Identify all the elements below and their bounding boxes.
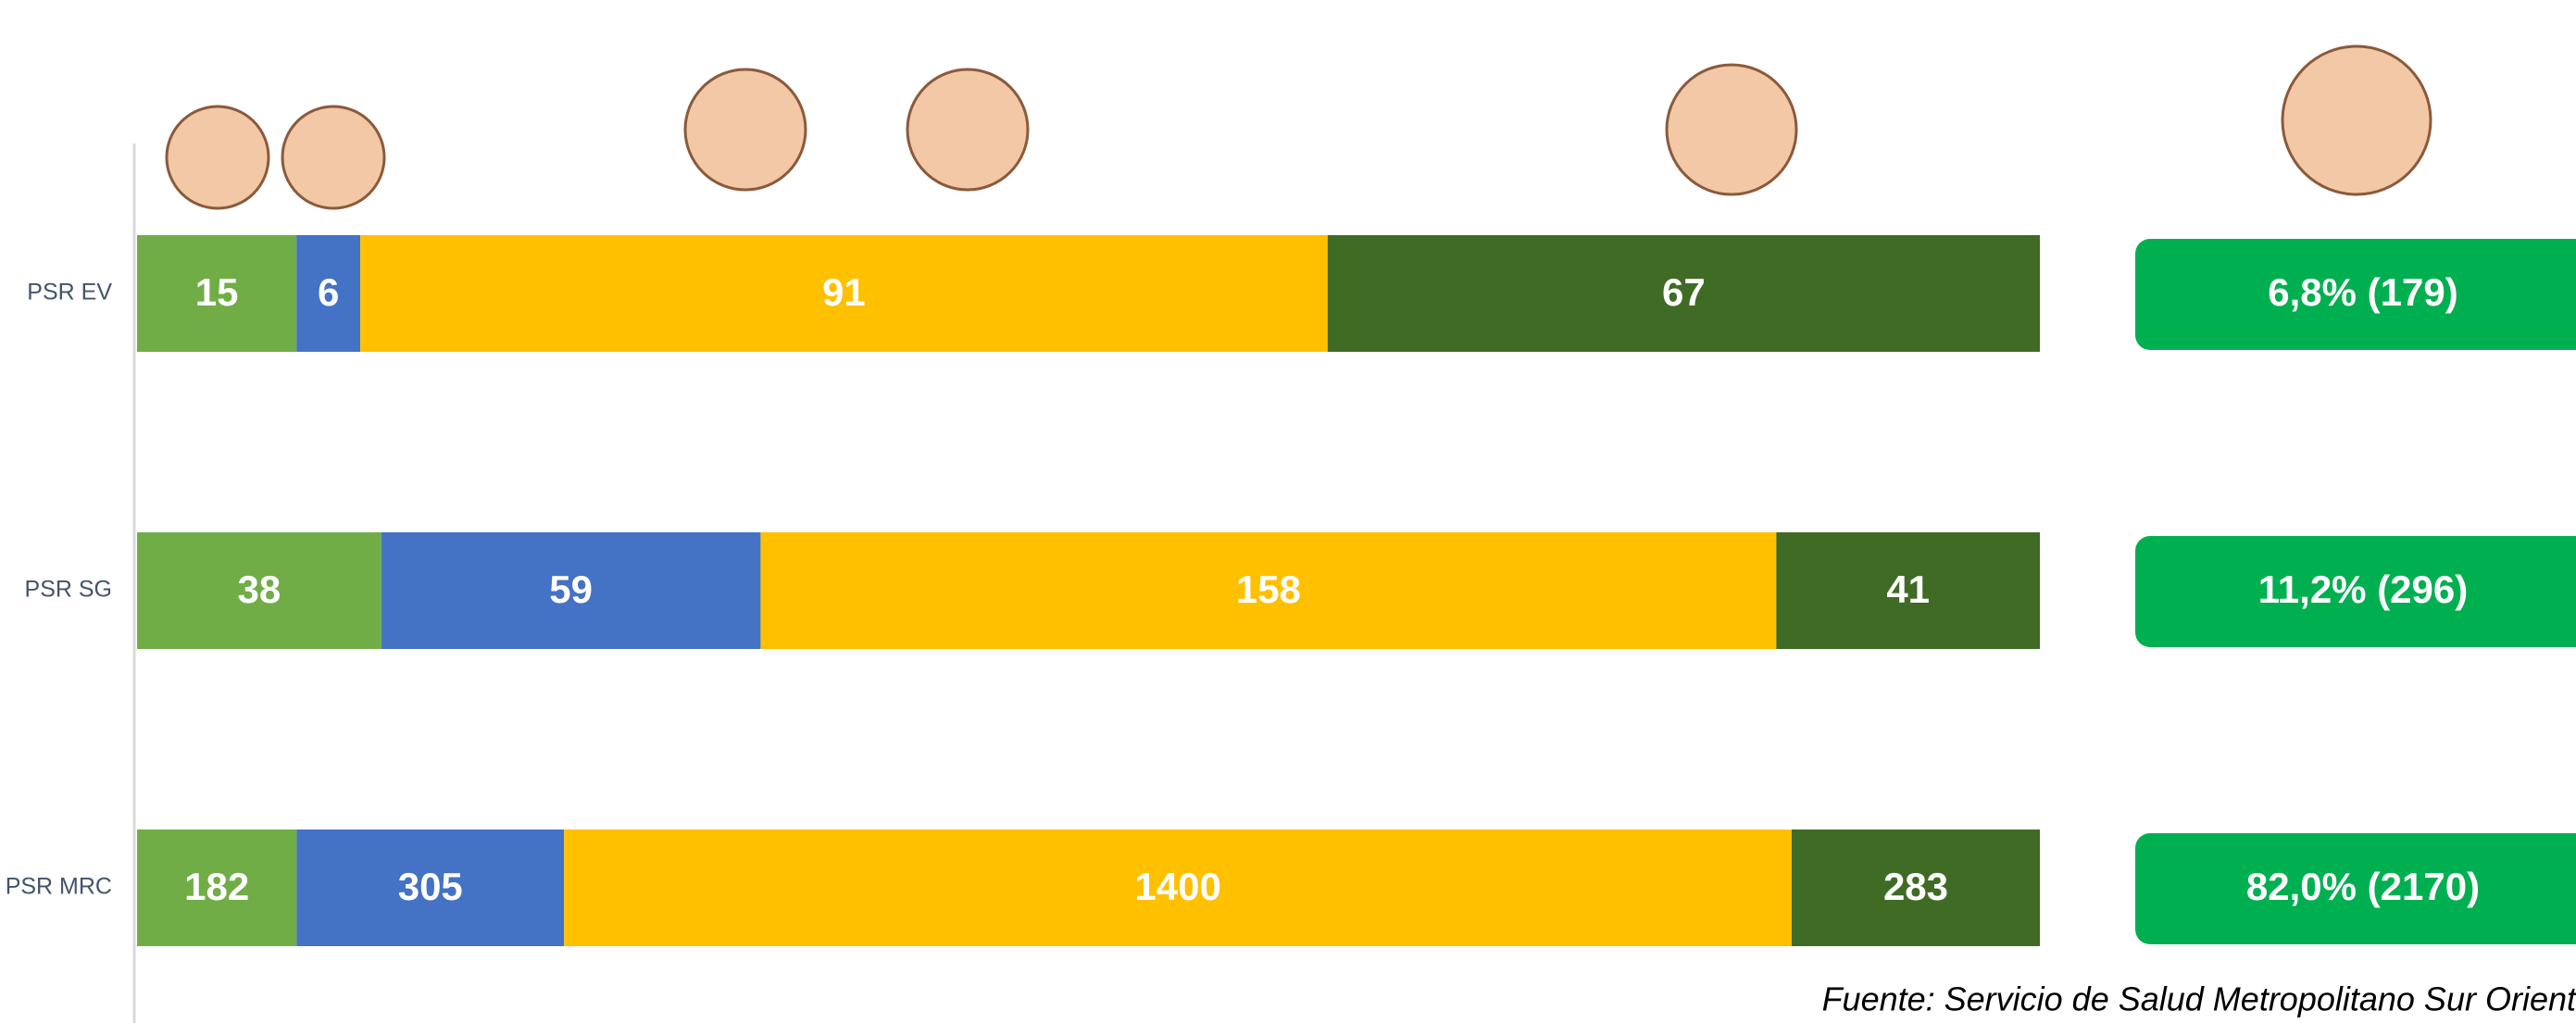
- child-figure: [282, 106, 384, 208]
- data-label: 38: [238, 568, 281, 611]
- child-figure: [167, 106, 269, 208]
- data-label: 182: [184, 865, 249, 908]
- data-label: 1400: [1134, 865, 1220, 908]
- data-label: 6: [318, 270, 339, 314]
- data-label: 41: [1886, 568, 1930, 611]
- y-tick-label: PSR MRC: [6, 874, 112, 900]
- data-label: 15: [195, 270, 239, 314]
- illustrations: [167, 46, 2431, 208]
- family-figure: [2282, 46, 2431, 194]
- summary-label: 11,2% (296): [2258, 568, 2469, 611]
- data-label: 283: [1883, 865, 1948, 908]
- senior-figure: [1667, 65, 1796, 194]
- adult-figure: [685, 69, 806, 190]
- source-note: Fuente: Servicio de Salud Metropolitano …: [1822, 980, 2576, 1018]
- data-label: 158: [1236, 568, 1301, 611]
- data-label: 67: [1662, 270, 1706, 314]
- y-tick-label: PSR SG: [25, 577, 112, 603]
- data-label: 91: [822, 270, 866, 314]
- adult-figure: [907, 69, 1028, 190]
- y-tick-label: PSR EV: [27, 280, 112, 306]
- data-label: 59: [549, 568, 593, 611]
- summary-label: 6,8% (179): [2268, 270, 2457, 314]
- summary-label: 82,0% (2170): [2246, 865, 2480, 908]
- chart: Fuente: Servicio de Salud Metropolitano …: [0, 0, 2576, 1023]
- data-label: 305: [398, 865, 463, 908]
